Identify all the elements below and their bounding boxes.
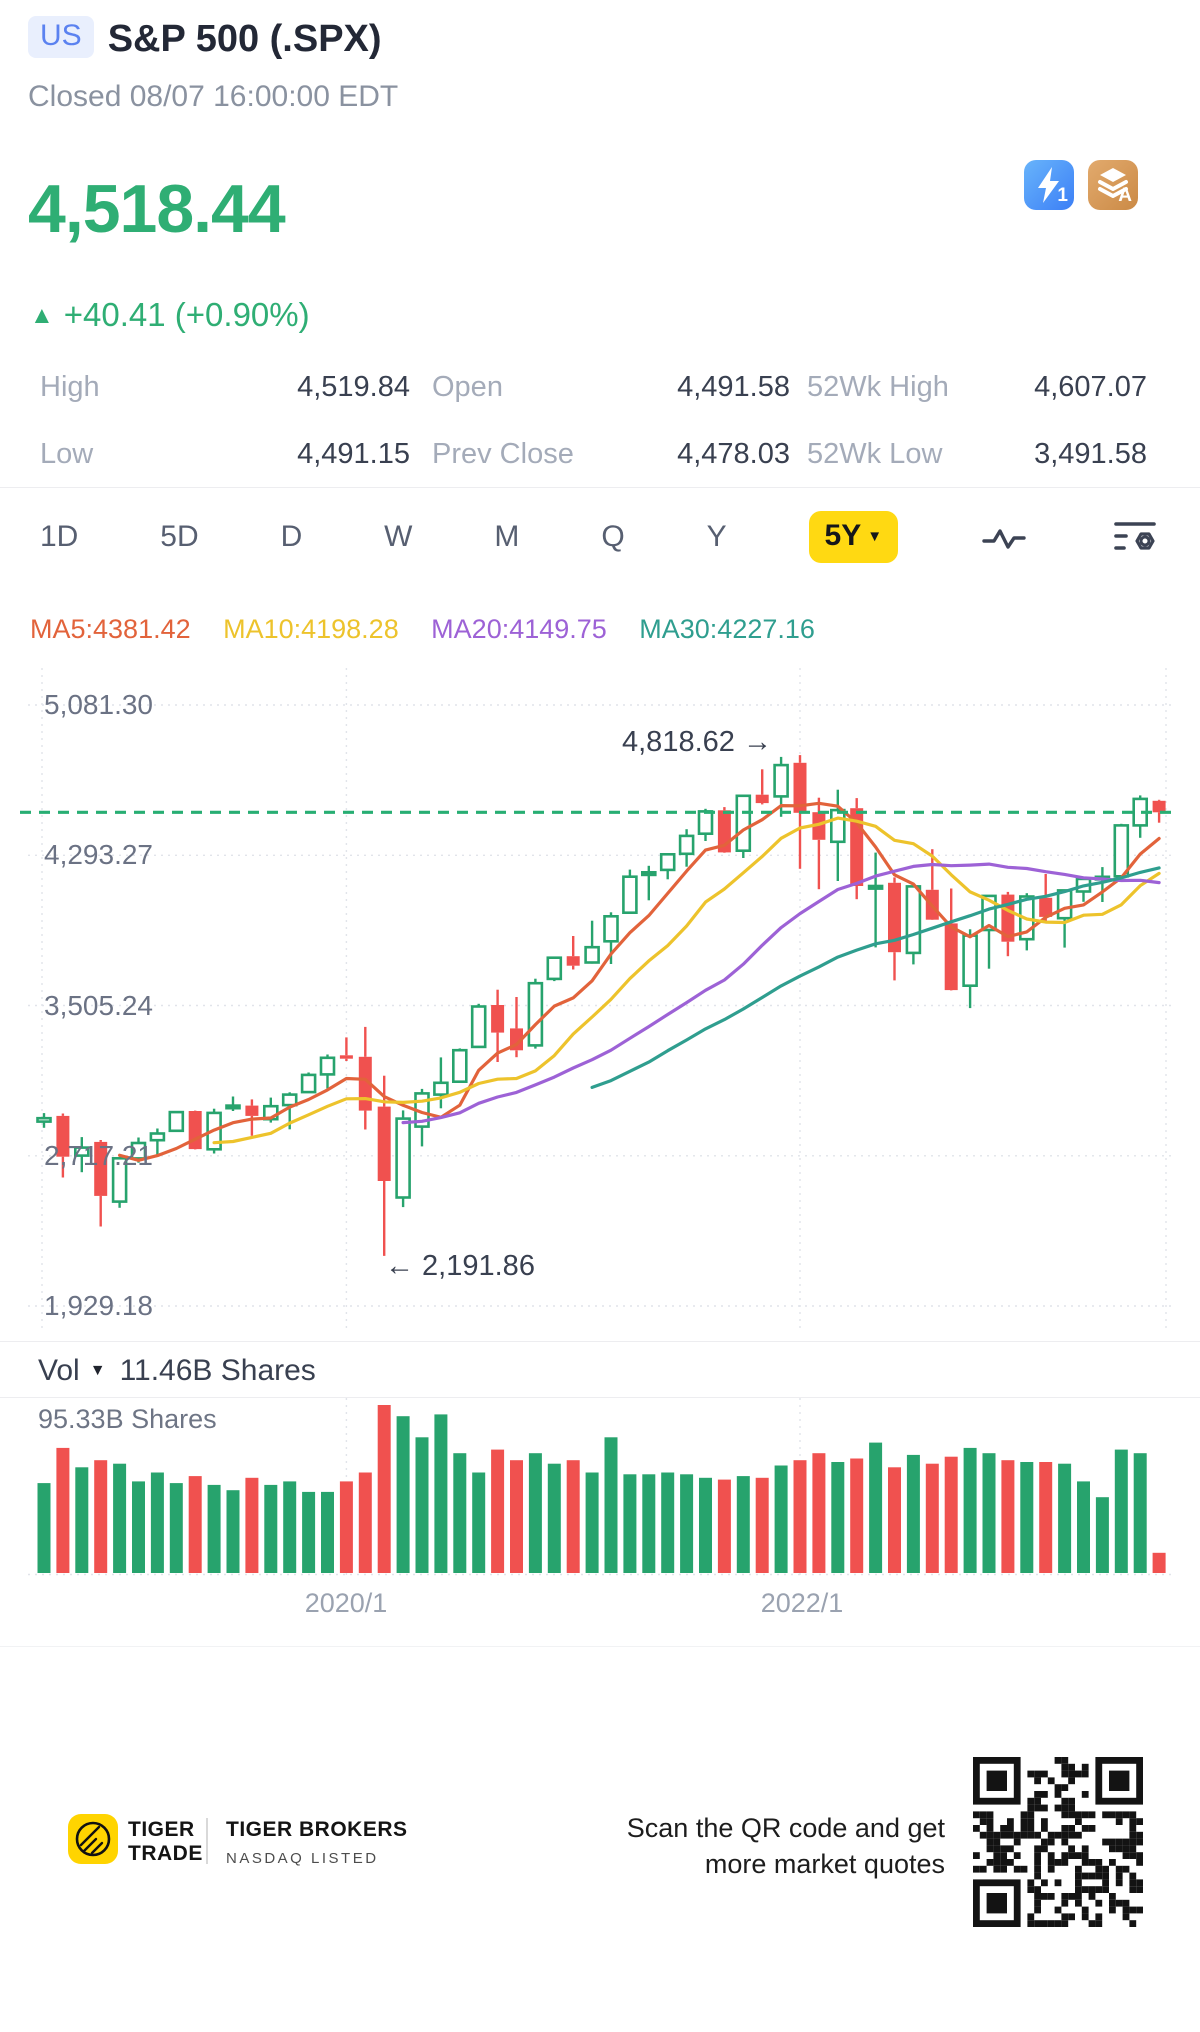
tab-1d[interactable]: 1D (40, 520, 79, 553)
company-block: TIGER BROKERS NASDAQ LISTED (226, 1818, 408, 1867)
ma5-value: MA5:4381.42 (30, 614, 191, 644)
stat-label: Low (40, 438, 94, 470)
change-value: +40.41 (+0.90%) (63, 296, 310, 333)
stat-label: 52Wk Low (807, 438, 943, 470)
ma-legend: MA5:4381.42 MA10:4198.28 MA20:4149.75 MA… (30, 614, 843, 645)
ma10-value: MA10:4198.28 (223, 614, 399, 644)
volume-indicator-label: Vol (38, 1354, 80, 1387)
x-tick: 2020/1 (304, 1588, 388, 1618)
y-tick: 1,929.18 (44, 1290, 153, 1321)
qr-caption: Scan the QR code and get more market quo… (626, 1813, 945, 1879)
candlestick-canvas (20, 668, 1172, 1332)
footer-divider (206, 1818, 208, 1864)
page-title: S&P 500 (.SPX) (107, 18, 382, 60)
tiger-trade-logo (68, 1814, 118, 1864)
tab-day[interactable]: D (280, 520, 303, 553)
price-chart[interactable]: 5,081.30 4,293.27 3,505.24 2,717.21 1,92… (0, 660, 1200, 1340)
layers-icon (1098, 168, 1128, 198)
stat-label: Open (432, 371, 503, 403)
tab-month[interactable]: M (494, 520, 520, 553)
ma20-value: MA20:4149.75 (431, 614, 607, 644)
qr-code (973, 1757, 1143, 1932)
stat-label: Prev Close (432, 438, 574, 470)
market-badge: US (28, 16, 94, 58)
volume-canvas (28, 1398, 1172, 1576)
y-tick: 3,505.24 (44, 990, 153, 1021)
stat-value: 4,519.84 (297, 371, 410, 403)
y-tick: 4,293.27 (44, 839, 153, 870)
brand-name: TIGER TRADE (128, 1818, 203, 1865)
ma30-value: MA30:4227.16 (639, 614, 815, 644)
market-status: Closed 08/07 16:00:00 EDT (28, 80, 399, 113)
stat-label: 52Wk High (807, 371, 949, 403)
tab-5d[interactable]: 5D (160, 520, 199, 553)
volume-chart[interactable] (0, 1398, 1200, 1576)
y-tick: 2,717.21 (44, 1140, 153, 1171)
stat-value: 4,491.15 (297, 438, 410, 470)
stat-label: High (40, 371, 100, 403)
flash-quote-button[interactable]: 1 (1024, 160, 1074, 210)
stat-value: 4,607.07 (1034, 371, 1147, 403)
stat-value: 4,478.03 (677, 438, 790, 470)
chevron-down-icon: ▼ (89, 1362, 106, 1379)
x-tick: 2022/1 (760, 1588, 844, 1618)
tab-week[interactable]: W (384, 520, 413, 553)
tiger-face-icon (75, 1821, 111, 1857)
price-change: ▲ +40.41 (+0.90%) (30, 296, 310, 334)
tab-5y-selected[interactable]: 5Y ▼ (808, 511, 899, 563)
indicator-settings-icon[interactable] (1110, 516, 1160, 558)
flash-badge: 1 (1057, 185, 1068, 206)
tab-quarter[interactable]: Q (601, 520, 625, 553)
range-toolbar: 1D 5D D W M Q Y 5Y ▼ (40, 505, 1160, 569)
stat-value: 3,491.58 (1034, 438, 1147, 470)
depth-level-button[interactable]: A (1088, 160, 1138, 210)
company-name: TIGER BROKERS (226, 1818, 408, 1841)
last-price: 4,518.44 (28, 171, 286, 247)
low-annotation: ← 2,191.86 (385, 1250, 535, 1282)
chevron-down-icon: ▼ (867, 528, 883, 545)
volume-header[interactable]: Vol ▼ 11.46B Shares (38, 1354, 316, 1388)
header: US S&P 500 (.SPX) (28, 16, 382, 61)
y-tick: 5,081.30 (44, 689, 153, 720)
volume-latest-value: 11.46B Shares (119, 1354, 316, 1387)
listed-label: NASDAQ LISTED (226, 1850, 379, 1867)
lightning-icon (1038, 167, 1059, 203)
volume-scale-label: 95.33B Shares (38, 1404, 217, 1434)
high-annotation: 4,818.62 → (622, 726, 772, 758)
stat-value: 4,491.58 (677, 371, 790, 403)
layers-badge: A (1118, 185, 1132, 206)
tab-year[interactable]: Y (706, 520, 727, 553)
up-arrow-icon: ▲ (30, 302, 54, 329)
chart-style-icon[interactable] (980, 517, 1028, 557)
